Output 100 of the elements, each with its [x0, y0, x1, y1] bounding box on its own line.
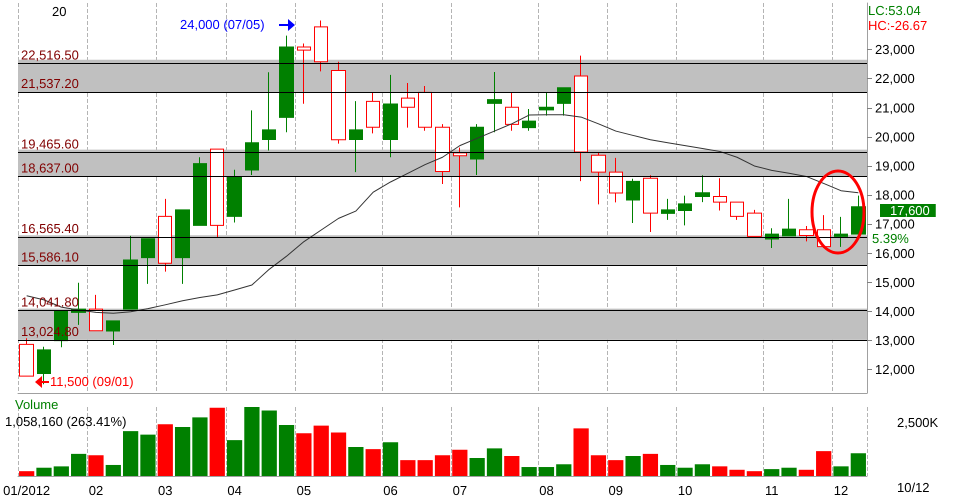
candlestick	[782, 198, 796, 236]
x-tick-label: 02	[88, 483, 104, 497]
bar	[174, 427, 190, 476]
x-tick-label: 08	[539, 483, 554, 497]
bar	[140, 434, 156, 476]
candlestick	[175, 209, 190, 284]
candlestick	[193, 156, 207, 226]
bar	[296, 433, 312, 476]
candlestick	[89, 294, 103, 332]
bar	[816, 451, 832, 476]
bar	[538, 467, 554, 476]
candlestick	[678, 195, 692, 226]
candlestick	[626, 178, 640, 224]
candlestick	[383, 74, 398, 158]
y-tick-label: 23,000	[875, 42, 915, 58]
candlestick	[106, 320, 120, 346]
candlestick	[349, 100, 363, 173]
y-tick-label: 13,000	[875, 333, 915, 348]
candlestick	[643, 174, 658, 233]
bar	[210, 408, 225, 476]
bar	[106, 464, 121, 476]
candlestick	[418, 85, 432, 132]
text: LC:53.04	[868, 3, 921, 18]
candlestick	[453, 147, 467, 208]
annotation: 24,000 (07/05)	[180, 17, 265, 32]
candlestick	[435, 124, 450, 185]
y-tick-label: 15,000	[875, 274, 915, 290]
bar	[850, 453, 866, 476]
bar	[590, 455, 606, 476]
text: 17,600	[890, 203, 930, 218]
ref-line-label: 22,516.50	[21, 48, 79, 63]
candlestick	[522, 108, 536, 132]
x-tick-label: 06	[383, 483, 398, 497]
text: 2,500K	[897, 415, 939, 430]
annotation: 20	[52, 4, 66, 19]
candlestick	[227, 169, 242, 223]
candlestick	[713, 178, 727, 212]
candlestick	[661, 198, 675, 220]
candlestick	[695, 174, 710, 203]
candlestick	[279, 35, 294, 133]
bar	[382, 442, 398, 476]
y-tick-label: 14,000	[875, 304, 915, 320]
bar	[573, 428, 589, 476]
bar	[625, 456, 641, 476]
x-tick-label: 05	[296, 483, 312, 497]
candlestick	[834, 216, 848, 248]
y-tick-label: 20,000	[875, 129, 915, 144]
bar	[522, 467, 537, 476]
y-tick-label: 22,000	[875, 71, 915, 86]
x-tick-label: 07	[452, 483, 468, 497]
bar	[504, 456, 520, 476]
x-tick-label: 04	[227, 483, 242, 497]
candlestick	[123, 235, 138, 310]
bar	[764, 469, 780, 476]
candlestick	[557, 87, 571, 116]
bar	[366, 449, 381, 476]
annotation: Volume	[15, 397, 58, 412]
bar	[54, 466, 69, 476]
bar	[226, 440, 242, 476]
bar	[660, 464, 676, 476]
ref-line-label: 18,637.00	[21, 160, 79, 176]
bar	[418, 460, 433, 476]
candlestick	[539, 92, 554, 116]
candlestick	[799, 225, 814, 242]
candlestick	[609, 157, 623, 203]
bar	[452, 450, 468, 476]
bar	[434, 455, 450, 476]
annotation: 11,500 (09/01)	[50, 374, 134, 389]
bar	[677, 468, 693, 476]
bar	[192, 417, 208, 476]
candlestick	[262, 72, 276, 152]
text: HC:-26.67	[868, 18, 928, 33]
candlestick	[314, 20, 328, 72]
bar	[694, 464, 710, 476]
bar	[36, 468, 52, 476]
bar	[556, 464, 572, 476]
candlestick	[158, 198, 172, 272]
bar	[642, 454, 658, 476]
bar	[262, 410, 277, 476]
x-tick-label: 03	[158, 483, 173, 497]
candlestick	[730, 202, 744, 220]
bar	[486, 448, 502, 476]
x-tick-label: 10	[678, 483, 692, 497]
bar	[746, 471, 762, 476]
candlestick	[747, 209, 762, 237]
bar	[278, 424, 294, 476]
candlestick	[505, 92, 519, 132]
bar	[158, 424, 173, 476]
ref-line-label: 16,565.40	[21, 220, 79, 236]
x-tick-label: 01/2012	[3, 483, 50, 497]
bar	[470, 458, 485, 476]
bar	[88, 455, 104, 476]
annotation: 1,058,160 (263.41%)	[5, 414, 126, 429]
ref-line-label: 15,586.10	[21, 249, 79, 264]
y-tick-label: 21,000	[875, 100, 915, 116]
x-tick-label: 09	[608, 483, 623, 497]
bar	[833, 466, 849, 476]
bar	[348, 447, 364, 476]
candlestick	[470, 124, 484, 176]
bar	[314, 426, 329, 476]
